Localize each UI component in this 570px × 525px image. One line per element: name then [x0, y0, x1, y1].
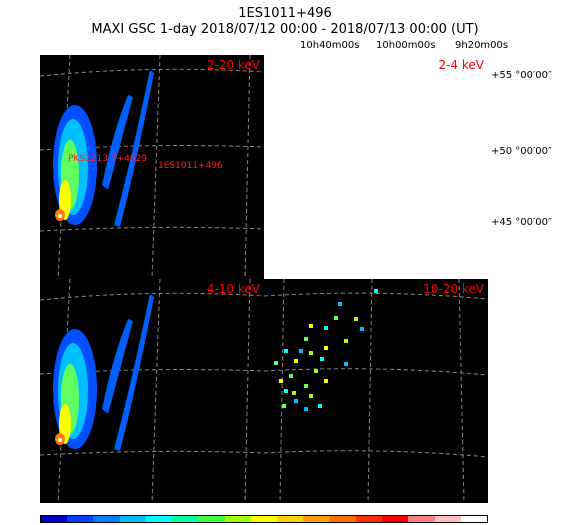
colorbar-swatch: [355, 516, 383, 522]
count-pixel: [338, 302, 342, 306]
count-pixel: [324, 346, 328, 350]
colorbar-swatch: [277, 516, 304, 522]
panel-2-4kev: 2-4 keV: [264, 55, 488, 279]
count-pixel: [344, 339, 348, 343]
count-pixel: [324, 379, 328, 383]
colorbar-swatch: [67, 516, 94, 522]
dec-label-45: +45 °00′00″: [491, 217, 552, 228]
ra-label-1000: 10h00m00s: [376, 40, 436, 51]
count-pixel: [334, 316, 338, 320]
band-label-10-20kev: 10-20 keV: [423, 282, 484, 296]
count-pixel: [292, 391, 296, 395]
ra-label-0920: 9h20m00s: [455, 40, 509, 51]
panel-2-20kev: 2-20 keV PKS1213.7+4629 1ES1011+496: [40, 55, 264, 279]
chart-title: 1ES1011+496: [238, 6, 332, 21]
count-pixel: [354, 317, 358, 321]
panel-4-10kev-map: [40, 279, 264, 503]
count-pixel: [374, 289, 378, 293]
ra-label-1040: 10h40m00s: [300, 40, 360, 51]
source-label-pks: PKS1213.7+4629: [68, 154, 147, 164]
band-label-2-4kev: 2-4 keV: [438, 58, 484, 72]
count-pixel: [344, 362, 348, 366]
colorbar-swatch: [460, 516, 487, 522]
panel-10-20kev-map: [264, 279, 488, 503]
count-pixel: [320, 357, 324, 361]
chart-subtitle: MAXI GSC 1-day 2018/07/12 00:00 - 2018/0…: [91, 22, 479, 37]
count-pixel: [304, 407, 308, 411]
count-pixel: [289, 374, 293, 378]
colorbar-swatch: [145, 516, 173, 522]
count-pixel: [314, 369, 318, 373]
count-pixel: [274, 361, 278, 365]
count-pixel: [299, 349, 303, 353]
colorbar-swatch: [93, 516, 120, 522]
count-pixel: [309, 351, 313, 355]
colorbar-swatch: [198, 516, 225, 522]
band-label-4-10kev: 4-10 keV: [206, 282, 260, 296]
panel-10-20kev: 10-20 keV: [264, 279, 488, 503]
count-pixel: [360, 327, 364, 331]
panel-4-10kev: 4-10 keV: [40, 279, 264, 503]
count-pixel: [282, 404, 286, 408]
count-pixel: [304, 384, 308, 388]
colorbar-swatch: [434, 516, 461, 522]
panel-2-20kev-map: [40, 55, 264, 279]
colorbar-swatch: [41, 516, 68, 522]
colorbar: [40, 515, 488, 523]
colorbar-swatch: [303, 516, 330, 522]
count-pixel: [324, 326, 328, 330]
colorbar-swatch: [382, 516, 409, 522]
count-pixel: [279, 379, 283, 383]
colorbar-swatch: [329, 516, 356, 522]
dec-label-55: +55 °00′00″: [491, 70, 552, 81]
count-pixel: [294, 399, 298, 403]
count-pixel: [294, 359, 298, 363]
dec-label-50: +50 °00′00″: [491, 146, 552, 157]
band-label-2-20kev: 2-20 keV: [206, 58, 260, 72]
colorbar-swatch: [119, 516, 146, 522]
count-pixel: [284, 389, 288, 393]
count-pixel: [309, 394, 313, 398]
source-label-1es: 1ES1011+496: [158, 161, 223, 171]
colorbar-swatch: [224, 516, 251, 522]
colorbar-swatch: [172, 516, 199, 522]
colorbar-swatch: [408, 516, 435, 522]
colorbar-swatch: [250, 516, 278, 522]
count-pixel: [284, 349, 288, 353]
count-pixel: [304, 337, 308, 341]
count-pixel: [309, 324, 313, 328]
count-pixel: [318, 404, 322, 408]
